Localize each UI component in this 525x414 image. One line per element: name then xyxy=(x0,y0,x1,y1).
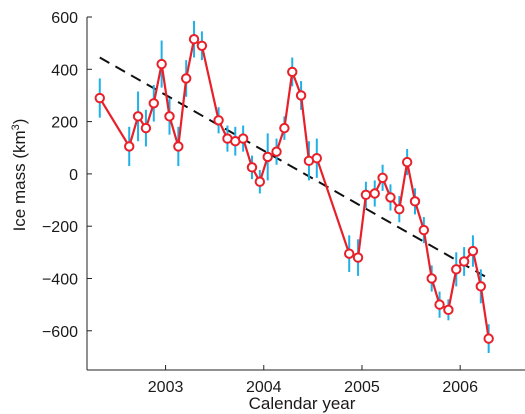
y-tick-label: 0 xyxy=(69,167,78,184)
data-point xyxy=(287,66,298,78)
x-axis-label: Calendar year xyxy=(249,394,356,413)
y-tick-label: 400 xyxy=(51,62,78,79)
x-tick-label: 2004 xyxy=(246,379,282,396)
y-axis-label-close: ) xyxy=(10,119,29,125)
data-point xyxy=(475,281,487,292)
data-point xyxy=(164,111,175,122)
data-point xyxy=(148,98,159,109)
data-point xyxy=(271,146,282,157)
data-point xyxy=(188,34,200,45)
y-tick-label: −400 xyxy=(42,271,78,288)
data-point xyxy=(418,224,430,236)
y-tick-label: −200 xyxy=(42,219,78,236)
trend-line-layer xyxy=(99,56,490,280)
data-point xyxy=(385,192,396,203)
series-line xyxy=(98,38,490,339)
data-point xyxy=(344,248,355,259)
data-point xyxy=(173,141,184,152)
axes xyxy=(86,16,525,371)
tick-labels: 600 400 200 0 −200 −400 −600 2003 2004 2005 2006 xyxy=(42,10,478,396)
y-tick-label: −600 xyxy=(42,324,78,341)
data-point xyxy=(360,189,372,201)
data-point xyxy=(254,176,266,187)
data-point xyxy=(409,196,421,207)
y-axis-label-text: Ice mass (km xyxy=(10,130,29,231)
data-point xyxy=(426,273,437,284)
data-point xyxy=(262,151,273,163)
data-point xyxy=(124,141,135,152)
data-point xyxy=(140,122,152,134)
data-point xyxy=(196,40,208,51)
data-point xyxy=(394,203,405,215)
data-point xyxy=(213,115,224,126)
data-point xyxy=(377,172,388,184)
series-line-layer xyxy=(98,38,490,339)
data-point xyxy=(279,122,290,134)
data-point xyxy=(401,156,413,168)
data-point xyxy=(458,256,470,267)
data-point xyxy=(467,245,479,257)
data-point xyxy=(443,304,454,316)
data-point xyxy=(434,299,445,310)
data-point xyxy=(94,92,105,104)
data-point xyxy=(352,252,364,263)
data-point xyxy=(369,188,380,199)
data-point xyxy=(246,162,258,173)
data-point xyxy=(132,111,144,122)
x-tick-label: 2005 xyxy=(344,379,380,396)
trend-line xyxy=(99,56,490,280)
data-point xyxy=(483,333,494,344)
x-tick-label: 2006 xyxy=(442,379,478,396)
data-point xyxy=(451,264,462,275)
data-point xyxy=(237,133,249,144)
x-tick-label: 2003 xyxy=(148,379,184,396)
data-point xyxy=(311,153,323,164)
data-point xyxy=(180,73,192,84)
data-point xyxy=(156,58,167,70)
y-axis-label: Ice mass (km3) xyxy=(10,119,29,232)
data-point xyxy=(295,90,307,101)
y-tick-label: 600 xyxy=(51,10,78,27)
y-tick-label: 200 xyxy=(51,115,78,132)
y-axis-label-superscript: 3 xyxy=(10,124,22,130)
data-points xyxy=(94,34,494,344)
